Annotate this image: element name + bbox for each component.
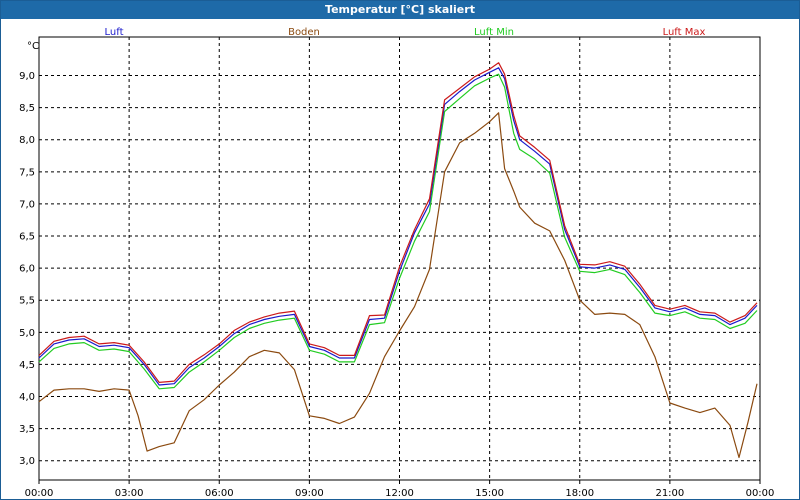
legend: Luft Boden Luft Min Luft Max [105,27,706,38]
series-line-boden [38,112,758,459]
series-line-luft [38,67,758,386]
x-tick-time: 15:00 [475,488,504,499]
legend-entry: Luft [105,27,124,38]
y-tick-label: 4,0 [19,392,35,403]
y-axis-ticks: 3,0 3,5 4,0 4,5 5,0 5,5 6,0 6,5 7,0 7,5 8,0 8,5 9,0 [19,71,35,467]
y-tick-label: 3,0 [19,456,35,467]
y-tick-label: 5,0 [19,328,35,339]
chart-title: Temperatur [°C] skaliert [1,1,799,19]
legend-entry: Boden [288,27,320,38]
series-line-luft-max [38,62,758,383]
x-tick-time: 03:00 [115,488,144,499]
y-tick-label: 4,5 [19,360,35,371]
y-tick-label: 7,5 [19,167,35,178]
y-tick-label: 9,0 [19,71,35,82]
series-lines [38,62,758,459]
y-tick-label: 7,0 [19,199,35,210]
x-tick-time: 00:00 [746,488,775,499]
series-line-luft-min [38,73,758,390]
x-tick-time: 06:00 [205,488,234,499]
y-axis-unit: °C [27,41,39,52]
y-tick-label: 5,5 [19,296,35,307]
legend-entry: Luft Max [663,27,706,38]
legend-entry: Luft Min [474,27,514,38]
x-tick-time: 18:00 [565,488,594,499]
grid [39,37,760,480]
x-tick-time: 09:00 [295,488,324,499]
y-tick-label: 3,5 [19,424,35,435]
x-tick-time: 00:00 [25,488,54,499]
x-tick-time: 21:00 [655,488,684,499]
x-tick-time: 12:00 [385,488,414,499]
y-tick-label: 6,5 [19,232,35,243]
line-chart: Luft Boden Luft Min Luft Max °C 3,0 3,5 4,0 4,… [19,27,775,499]
x-axis-ticks: 00:0019.01.2103:0019.01.2106:0019.01.210… [25,480,775,499]
y-tick-label: 8,0 [19,135,35,146]
y-tick-label: 8,5 [19,103,35,114]
y-tick-label: 6,0 [19,264,35,275]
